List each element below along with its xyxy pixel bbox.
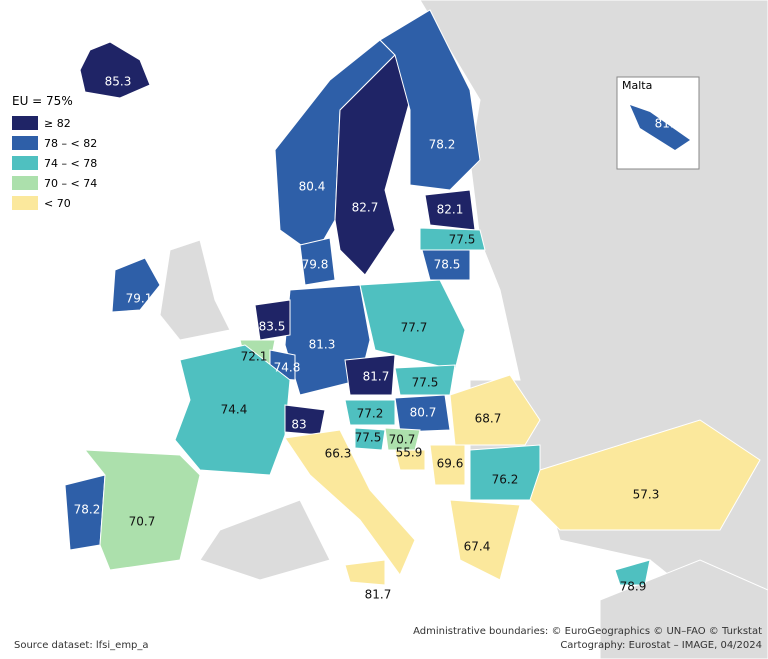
region-value: 67.4 — [464, 540, 491, 554]
legend-swatch — [12, 116, 38, 130]
region-value: 66.3 — [325, 447, 352, 461]
region-value: 78.2 — [74, 503, 101, 517]
region-value: 82.7 — [352, 201, 379, 215]
region-value: 80.7 — [410, 406, 437, 420]
legend-swatch — [12, 136, 38, 150]
region-value: 69.6 — [437, 457, 464, 471]
credits: Cartography: Eurostat – IMAGE, 04/2024 — [560, 640, 762, 651]
legend-swatch — [12, 176, 38, 190]
region-value: 80.4 — [299, 180, 326, 194]
region-value: 81.7 — [365, 588, 392, 602]
credits: Administrative boundaries: © EuroGeograp… — [413, 626, 762, 637]
region-value: 83 — [291, 418, 306, 432]
region-value: 74.4 — [221, 403, 248, 417]
region-value: 77.2 — [357, 407, 384, 421]
region-value: 77.5 — [412, 376, 439, 390]
legend-label: 78 – < 82 — [44, 137, 97, 150]
inset-title: Malta — [622, 79, 652, 92]
region-value: 70.7 — [389, 433, 416, 447]
malta-inset: Malta 81.7 — [616, 76, 700, 170]
legend-label: ≥ 82 — [44, 117, 71, 130]
region-value: 77.7 — [401, 321, 428, 335]
region-value: 68.7 — [475, 412, 502, 426]
region-value: 74.8 — [274, 361, 301, 375]
region-value: 79.1 — [126, 292, 153, 306]
region-value: 70.7 — [129, 515, 156, 529]
region-value: 81.3 — [309, 338, 336, 352]
legend: EU = 75% ≥ 82 78 – < 82 74 – < 78 70 – < 74… — [12, 94, 97, 210]
legend-swatch — [12, 196, 38, 210]
legend-swatch — [12, 156, 38, 170]
value-labels: 85.3 78.2 80.4 82.7 82.1 77.5 78.5 79.8 79.1 77.7… — [74, 75, 660, 602]
region-value: 57.3 — [633, 488, 660, 502]
region-value: 76.2 — [492, 473, 519, 487]
source: Source dataset: lfsi_emp_a — [14, 640, 149, 651]
countries — [64, 9, 761, 586]
region-value: 83.5 — [259, 320, 286, 334]
legend-label: 70 – < 74 — [44, 177, 97, 190]
legend-label: 74 – < 78 — [44, 157, 97, 170]
region-value: 78.5 — [434, 258, 461, 272]
region-value: 78.2 — [429, 138, 456, 152]
region-value: 72.1 — [241, 350, 268, 364]
region-value: 82.1 — [437, 203, 464, 217]
inset-value: 81.7 — [655, 117, 682, 131]
region-value: 79.8 — [302, 258, 329, 272]
legend-label: < 70 — [44, 197, 71, 210]
legend-title: EU = 75% — [12, 94, 73, 108]
region-value: 77.5 — [355, 431, 382, 445]
region-value: 81.7 — [363, 370, 390, 384]
region-value: 78.9 — [620, 580, 647, 594]
region-value: 85.3 — [105, 75, 132, 89]
malta-shape — [630, 105, 690, 150]
region-value: 55.9 — [396, 446, 423, 460]
region-value: 77.5 — [449, 233, 476, 247]
